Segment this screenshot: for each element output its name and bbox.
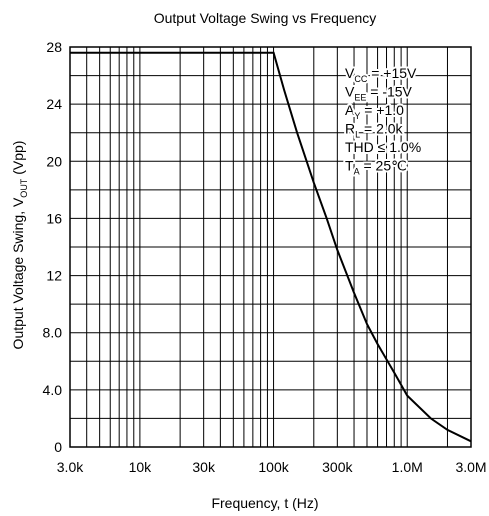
annotation-main: V [345,65,355,81]
x-tick-label: 10k [129,459,153,475]
y-tick-label: 24 [46,96,62,112]
annotation-rest: = +1.0 [360,102,404,118]
y-tick-label: 0 [54,439,62,455]
annotation-line: RL = 2.0k [345,121,404,140]
plot-frame [69,46,472,448]
x-tick-label: 300k [322,459,353,475]
annotation-rest: = -15V [366,84,412,100]
annotation-line: THD ≤ 1.0% [345,139,421,155]
y-tick-label: 4.0 [43,382,63,398]
y-tick-labels: 0 4.0 8.0 12 16 20 24 28 [43,39,63,455]
annotation-main: THD ≤ 1.0% [345,139,421,155]
annotation-main: T [345,158,354,174]
y-tick-label: 16 [46,210,62,226]
x-tick-label: 1.0M [392,459,423,475]
x-tick-label: 100k [258,459,289,475]
annotation-main: V [345,84,355,100]
x-tick-label: 3.0k [57,459,84,475]
annotation-sub: Y [354,111,360,121]
annotation-line: VEE = -15V [345,84,413,103]
x-axis-label: Frequency, t (Hz) [211,495,318,511]
y-axis-label-suffix: (Vpp) [10,141,26,179]
annotation-sub: L [355,130,360,140]
x-tick-label: 30k [192,459,216,475]
x-tick-labels: 3.0k 10k 30k 100k 300k 1.0M 3.0M [57,459,487,475]
annotation-rest: = 25℃ [360,158,407,174]
annotation-line: TA = 25℃ [345,158,407,177]
y-axis-label-prefix: Output Voltage Swing, V [10,197,26,349]
annotation-rest: = +15V [367,65,417,81]
y-tick-label: 20 [46,153,62,169]
series-line [70,51,472,443]
annotation-line: AY = +1.0 [345,102,404,121]
y-tick-label: 12 [46,268,62,284]
annotation-main: R [345,121,355,137]
chart-title: Output Voltage Swing vs Frequency [154,10,377,26]
annotation-sub: A [354,167,360,177]
annotation-sub: EE [354,93,366,103]
x-tick-label: 3.0M [455,459,486,475]
y-tick-label: 8.0 [43,325,63,341]
y-axis-label-sub: OUT [19,178,29,198]
y-axis-label: Output Voltage Swing, VOUT (Vpp) [10,141,29,350]
annotation-main: A [345,102,355,118]
grid [69,46,472,448]
annotation-sub: CC [354,74,367,84]
y-tick-label: 28 [46,39,62,55]
annotation-line: VCC = +15V [345,65,417,84]
annotation-rest: = 2.0k [360,121,403,137]
